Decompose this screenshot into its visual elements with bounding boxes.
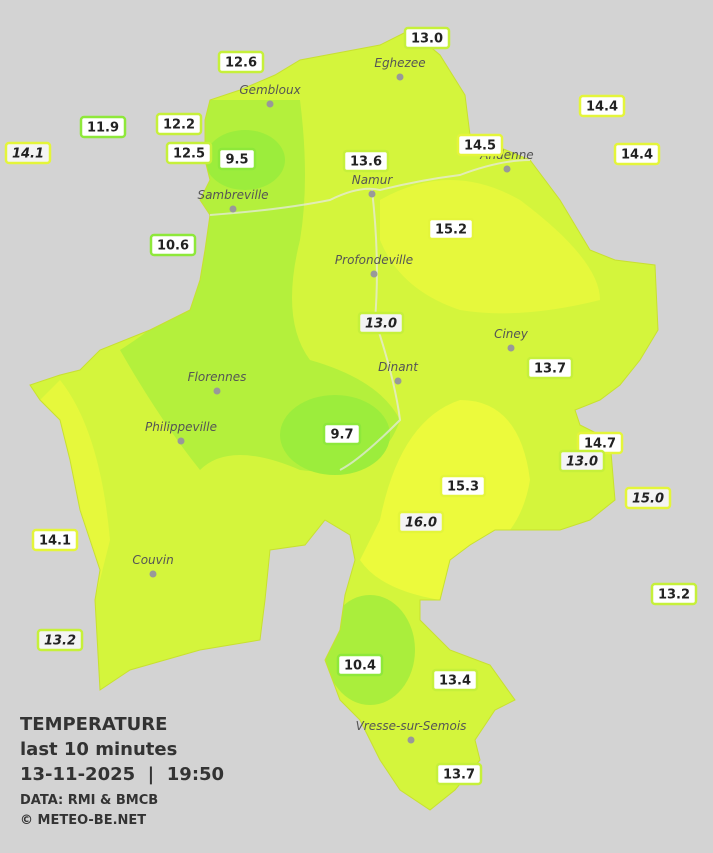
city-dot	[370, 270, 378, 278]
city-label: Couvin	[132, 553, 173, 567]
station-value: 9.5	[225, 153, 248, 168]
legend-title: TEMPERATURE	[20, 714, 167, 735]
station-box	[558, 449, 606, 473]
station-box	[403, 26, 451, 50]
station-box	[526, 356, 574, 380]
city-dot	[396, 73, 404, 81]
station-value: 13.7	[534, 362, 566, 377]
city-label: Dinant	[378, 360, 419, 374]
station-value: 13.0	[566, 455, 598, 470]
city-label: Vresse-sur-Semois	[356, 719, 467, 733]
city-label: Sambreville	[197, 188, 268, 202]
station-value: 10.4	[344, 659, 376, 674]
station-value: 14.4	[621, 148, 653, 163]
city-dot	[177, 437, 185, 445]
station-box	[217, 147, 257, 171]
legend: TEMPERATURE last 10 minutes 13-11-2025 |…	[20, 714, 224, 828]
legend-datetime: 13-11-2025 | 19:50	[20, 764, 224, 785]
station-value: 14.4	[586, 100, 618, 115]
station-value: 12.2	[163, 118, 195, 133]
station-box	[217, 50, 265, 74]
station-value: 16.0	[405, 516, 437, 531]
station-value: 11.9	[87, 121, 119, 136]
station-value: 13.0	[365, 317, 397, 332]
station-box	[439, 474, 487, 498]
station-value: 13.2	[44, 634, 76, 649]
city-label: Gembloux	[239, 83, 301, 97]
river	[209, 159, 531, 216]
station-box	[431, 668, 479, 692]
station-box	[31, 528, 79, 552]
city-dot	[229, 205, 237, 213]
city-dot	[503, 165, 511, 173]
field-cool	[120, 100, 400, 472]
station-value: 13.0	[411, 32, 443, 47]
station-value: 13.6	[350, 155, 382, 170]
station-box	[79, 115, 127, 139]
station-value: 15.0	[632, 492, 664, 507]
station-box	[155, 112, 203, 136]
station-box	[357, 311, 405, 335]
legend-copyright: © METEO-BE.NET	[20, 813, 146, 828]
station-box	[456, 133, 504, 157]
river	[339, 189, 402, 471]
station-box	[624, 486, 672, 510]
station-value: 10.6	[157, 239, 189, 254]
city-label: Florennes	[188, 370, 247, 384]
city-label: Ciney	[494, 327, 529, 341]
station-value: 14.5	[464, 139, 496, 154]
station-box	[435, 762, 483, 786]
city-dot	[394, 377, 402, 385]
station-value: 15.3	[447, 480, 479, 495]
station-value: 12.5	[173, 147, 205, 162]
legend-credit: DATA: RMI & BMCB	[20, 793, 158, 808]
station-box	[650, 582, 698, 606]
city-label: Profondeville	[335, 253, 413, 267]
station-value: 14.1	[39, 534, 71, 549]
legend-period: last 10 minutes	[20, 739, 177, 760]
city-dot	[407, 736, 415, 744]
station-box	[4, 141, 52, 165]
city-dot	[368, 190, 376, 198]
field-cold	[325, 595, 415, 705]
field-warm	[380, 180, 600, 314]
station-value: 13.7	[443, 768, 475, 783]
city-dot	[213, 387, 221, 395]
station-box	[427, 217, 475, 241]
station-box	[165, 141, 213, 165]
station-value: 9.7	[330, 428, 353, 443]
station-value: 12.6	[225, 56, 257, 71]
station-box	[336, 653, 384, 677]
city-label: Namur	[352, 173, 394, 187]
station-box	[322, 422, 362, 446]
station-value: 15.2	[435, 223, 467, 238]
station-value: 14.7	[584, 437, 616, 452]
city-dot	[149, 570, 157, 578]
station-box	[397, 510, 445, 534]
station-box	[342, 149, 390, 173]
city-label: Eghezee	[374, 56, 425, 70]
station-box	[613, 142, 661, 166]
station-value: 14.1	[12, 147, 44, 162]
station-box	[36, 628, 84, 652]
city-dot	[266, 100, 274, 108]
city-label: Philippeville	[145, 420, 217, 434]
station-value: 13.4	[439, 674, 471, 689]
station-box	[149, 233, 197, 257]
station-box	[578, 94, 626, 118]
station-value: 13.2	[658, 588, 690, 603]
city-dot	[507, 344, 515, 352]
